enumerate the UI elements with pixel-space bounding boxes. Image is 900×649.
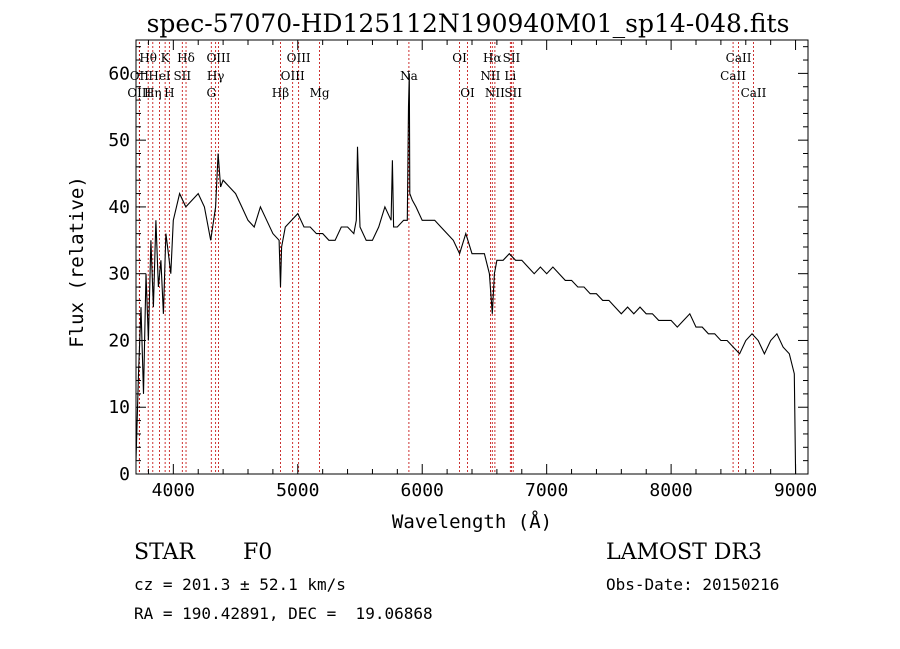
line-label: HeI	[148, 69, 171, 83]
line-label: OIII	[206, 51, 230, 65]
x-tick-label: 7000	[525, 480, 568, 501]
x-axis: 4000 5000 6000 7000 8000 9000	[147, 40, 817, 501]
line-label: SII	[504, 86, 522, 100]
line-label: CaII	[741, 86, 767, 100]
line-label: OIII	[287, 51, 311, 65]
plot-frame	[135, 39, 809, 475]
x-tick-label: 8000	[649, 480, 692, 501]
line-label: Hδ	[177, 51, 195, 65]
line-label: OIII	[127, 86, 151, 100]
y-tick-label: 10	[108, 397, 130, 418]
line-label: Hγ	[207, 69, 225, 83]
line-label: NII	[485, 86, 505, 100]
line-label: CaII	[726, 51, 752, 65]
chart-title: spec-57070-HD125112N190940M01_sp14-048.f…	[147, 9, 790, 38]
line-label: OIII	[281, 69, 305, 83]
line-label: Hη	[144, 86, 162, 100]
line-label: CaII	[720, 69, 746, 83]
line-label: Hθ	[139, 51, 157, 65]
line-label: Li	[504, 69, 516, 83]
line-label: OI	[452, 51, 467, 65]
line-label: Hα	[483, 51, 502, 65]
x-tick-label: 6000	[401, 480, 444, 501]
object-class: STAR	[134, 540, 195, 565]
y-tick-label: 20	[108, 330, 130, 351]
x-tick-label: 4000	[152, 480, 195, 501]
x-axis-label: Wavelength (Å)	[392, 510, 552, 533]
y-tick-label: 0	[119, 464, 130, 485]
line-label: NII	[480, 69, 500, 83]
survey-name: LAMOST DR3	[606, 540, 762, 565]
line-label: H	[164, 86, 174, 100]
y-axis-label: Flux (relative)	[66, 176, 88, 348]
y-tick-label: 50	[108, 130, 130, 151]
line-label: Hβ	[272, 86, 289, 100]
x-tick-label: 9000	[774, 480, 817, 501]
y-tick-label: 30	[108, 264, 130, 285]
x-tick-label: 5000	[276, 480, 319, 501]
y-axis: 0 10 20 30 40 50 60	[108, 46, 808, 485]
line-label: Mg	[310, 86, 330, 100]
observation-date: Obs-Date: 20150216	[606, 575, 780, 594]
line-label: K	[161, 51, 171, 65]
line-label: OII	[130, 69, 150, 83]
line-label: SII	[503, 51, 521, 65]
subclass: F0	[243, 540, 273, 565]
emission-line-markers	[138, 42, 754, 474]
ra-dec-coordinates: RA = 190.42891, DEC = 19.06868	[134, 604, 433, 623]
y-tick-label: 60	[108, 63, 130, 84]
line-label: SII	[173, 69, 191, 83]
line-label: G	[206, 86, 216, 100]
line-label: OI	[460, 86, 475, 100]
y-tick-label: 40	[108, 197, 130, 218]
redshift-cz: cz = 201.3 ± 52.1 km/s	[134, 575, 346, 594]
spectrum-line	[135, 73, 797, 475]
